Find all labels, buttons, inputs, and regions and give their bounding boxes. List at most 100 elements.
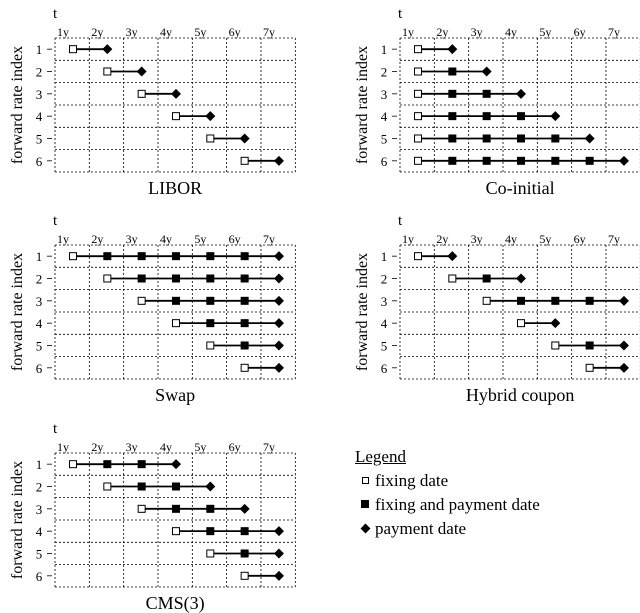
tenor-label: 2y: [91, 440, 103, 454]
filled-square-icon: [206, 296, 215, 305]
row-index-label: 4: [36, 524, 43, 539]
tenor-label: 4y: [160, 25, 172, 39]
filled-square-icon: [137, 274, 146, 283]
open-square-icon: [516, 319, 525, 328]
forward-rate-row: [551, 340, 629, 351]
forward-rate-row: [240, 362, 284, 373]
filled-square-icon: [448, 89, 457, 98]
row-index-label: 6: [381, 361, 388, 376]
tenor-label: 5y: [539, 25, 551, 39]
forward-rate-row: [171, 318, 284, 329]
row-index-label: 1: [36, 457, 43, 472]
y-axis-label: forward rate index: [9, 461, 26, 579]
panel-swap: forward rate index t 1y 2y 3y 4y 5y 6y 7y 1 2 3 4 5 6 S…: [9, 213, 296, 405]
diamond-icon: [515, 273, 526, 284]
filled-square-icon: [171, 274, 180, 283]
tenor-label: 7y: [263, 440, 275, 454]
filled-square-icon: [240, 549, 249, 558]
tenor-label: 2y: [436, 25, 448, 39]
diamond-icon: [515, 88, 526, 99]
diamond-icon: [170, 459, 181, 470]
open-square-icon: [69, 252, 77, 261]
legend-item-fixing-payment: fixing and payment date: [355, 495, 540, 513]
filled-square-icon: [171, 482, 180, 491]
filled-square-icon: [482, 112, 491, 121]
panel-libor: forward rate index t 1y 2y 3y 4y 5y 6y 7y 1 2 3 4 5 6 L…: [9, 6, 296, 198]
filled-square-icon: [240, 341, 249, 350]
filled-square-icon: [516, 296, 525, 305]
row-index-label: 6: [36, 154, 43, 169]
filled-square-icon: [448, 134, 457, 143]
filled-square-icon: [103, 460, 112, 469]
open-square-icon: [551, 341, 560, 350]
row-index-label: 2: [36, 479, 43, 494]
panel-title: Hybrid coupon: [466, 385, 574, 405]
diamond-icon: [273, 251, 284, 262]
diamond-icon: [273, 362, 284, 373]
diamond-icon: [205, 481, 216, 492]
diamond-icon: [170, 88, 181, 99]
filled-square-icon: [516, 134, 525, 143]
diamond-icon: [273, 526, 284, 537]
row-index-label: 2: [381, 64, 388, 79]
row-index-label: 3: [381, 294, 388, 309]
row-index-label: 4: [381, 316, 388, 331]
diamond-icon: [550, 111, 561, 122]
row-index-label: 6: [381, 154, 388, 169]
filled-square-icon: [240, 527, 249, 536]
tenor-label: 1y: [402, 25, 414, 39]
forward-rate-row: [137, 503, 250, 514]
time-axis-label: t: [53, 421, 58, 437]
forward-rate-row: [103, 481, 216, 492]
filled-square-icon: [448, 112, 457, 121]
diamond-icon: [273, 340, 284, 351]
legend: Legend fixing date fixing and payment da…: [355, 448, 540, 537]
filled-square-icon: [516, 112, 525, 121]
forward-rate-row: [482, 295, 629, 306]
diamond-icon: [205, 111, 216, 122]
filled-square-icon: [551, 156, 560, 165]
diamond-icon: [618, 340, 629, 351]
diamond-icon: [273, 273, 284, 284]
tenor-label: 5y: [539, 232, 551, 246]
forward-rate-row: [414, 251, 458, 262]
open-square-icon: [414, 45, 422, 54]
panel-cms-3-: forward rate index t 1y 2y 3y 4y 5y 6y 7y 1 2 3 4 5 6 C…: [9, 421, 296, 613]
open-square-icon: [414, 134, 422, 143]
filled-square-icon: [585, 296, 594, 305]
legend-title: Legend: [355, 447, 406, 466]
forward-rate-row: [69, 459, 181, 470]
tenor-label: 7y: [608, 25, 620, 39]
row-index-label: 5: [36, 546, 43, 561]
forward-rate-row: [585, 362, 629, 373]
forward-rate-row: [69, 44, 113, 55]
row-index-label: 4: [381, 109, 388, 124]
tenor-label: 5y: [194, 440, 206, 454]
forward-rate-row: [414, 88, 526, 99]
forward-rate-row: [171, 111, 216, 122]
tenor-label: 7y: [608, 232, 620, 246]
tenor-label: 7y: [263, 25, 275, 39]
open-square-icon: [171, 527, 180, 536]
tenor-label: 5y: [194, 25, 206, 39]
time-axis-label: t: [53, 6, 58, 22]
filled-square-icon: [206, 504, 215, 513]
open-square-icon: [137, 504, 146, 513]
row-index-label: 5: [381, 131, 388, 146]
open-square-icon: [69, 460, 77, 469]
tenor-label: 3y: [471, 232, 483, 246]
filled-square-icon: [240, 274, 249, 283]
filled-square-icon: [240, 252, 249, 261]
row-index-label: 5: [381, 338, 388, 353]
tenor-label: 5y: [194, 232, 206, 246]
row-index-label: 1: [36, 42, 43, 57]
tenor-label: 1y: [57, 232, 69, 246]
forward-rate-row: [414, 155, 629, 166]
diamond-icon: [618, 295, 629, 306]
open-square-icon: [240, 363, 249, 372]
y-axis-label: forward rate index: [354, 46, 371, 164]
row-index-label: 6: [36, 569, 43, 584]
open-square-icon: [103, 482, 112, 491]
forward-rate-row: [206, 548, 284, 559]
forward-rate-row: [206, 133, 250, 144]
